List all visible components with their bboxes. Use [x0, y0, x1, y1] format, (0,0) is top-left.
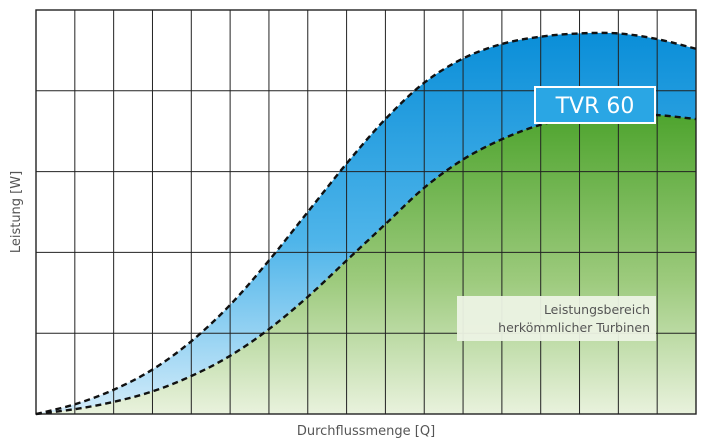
standard-turbine-curve: [35, 112, 697, 416]
y-axis-label: Leistung [W]: [9, 171, 24, 253]
tvr-curve: [35, 31, 697, 416]
standard-label-box: Leistungsbereich herkömmlicher Turbinen: [457, 296, 656, 341]
tvr-label: TVR 60: [555, 94, 635, 119]
standard-label-line2: herkömmlicher Turbinen: [498, 320, 650, 335]
standard-label-line1: Leistungsbereich: [544, 302, 650, 317]
tvr-label-box: TVR 60: [534, 86, 656, 124]
x-axis-label: Durchflussmenge [Q]: [297, 424, 435, 439]
plot-frame: [35, 9, 697, 415]
